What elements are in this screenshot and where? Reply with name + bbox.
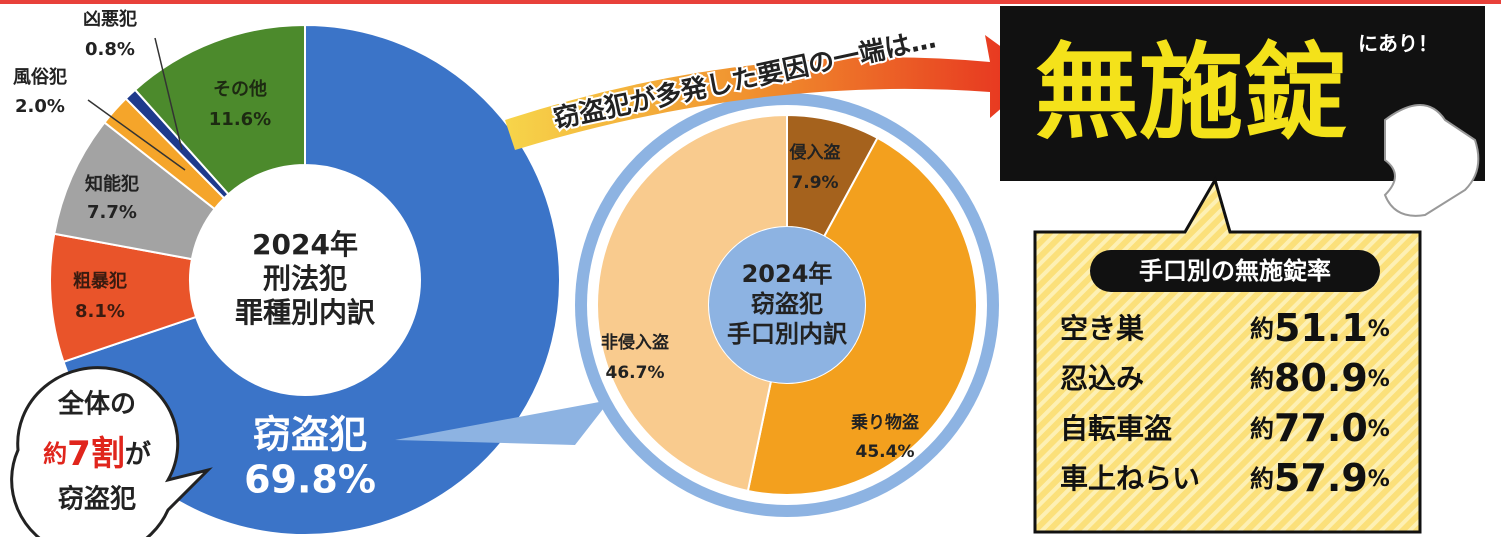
row-unit: % (1368, 317, 1390, 342)
row-value: 約51.1% (1250, 306, 1390, 350)
row-number: 77.0 (1274, 406, 1368, 450)
callout-emphasis: 7割 (67, 434, 125, 474)
category-label: 粗暴犯 (73, 270, 127, 292)
center-label: 窃盗犯 (751, 290, 823, 318)
row-value: 約57.9% (1250, 456, 1390, 500)
panel-rows: 空き巣 約51.1%忍込み 約80.9%自転車盗 約77.0%車上ねらい 約57.9% (1060, 306, 1390, 500)
callout-suffix: が (125, 439, 151, 470)
callout-line3: 窃盗犯 (58, 484, 136, 515)
row-value: 約77.0% (1250, 406, 1390, 450)
headline-tail: にあり！ (1358, 32, 1438, 56)
category-label: 窃盗犯 (253, 413, 367, 457)
callout-line1: 全体の (57, 389, 136, 420)
headline-main: 無施錠 (1035, 31, 1347, 153)
value-label: 2.0% (15, 96, 65, 117)
category-label: その他 (213, 78, 267, 100)
category-label: 凶悪犯 (83, 8, 137, 30)
center-hole (190, 165, 420, 395)
value-label: 7.7% (87, 202, 137, 223)
center-label: 罪種別内訳 (235, 296, 376, 329)
row-prefix: 約 (1250, 365, 1274, 393)
row-value: 約80.9% (1250, 356, 1390, 400)
category-label: 知能犯 (85, 173, 139, 195)
arrow (505, 35, 1040, 150)
hand-icon (1383, 104, 1480, 217)
panel-title: 手口別の無施錠率 (1139, 257, 1331, 285)
row-prefix: 約 (1250, 415, 1274, 443)
row-label: 忍込み (1060, 362, 1144, 395)
category-label: 乗り物盗 (850, 412, 919, 433)
row-label: 自転車盗 (1060, 412, 1172, 445)
row-label: 空き巣 (1060, 312, 1145, 345)
row-prefix: 約 (1250, 465, 1274, 493)
category-label: 非侵入盗 (601, 332, 669, 353)
row-unit: % (1368, 367, 1390, 392)
row-prefix: 約 (1250, 315, 1274, 343)
center-label: 2024年 (742, 260, 833, 288)
callout-bubble (10, 366, 213, 537)
row-number: 57.9 (1274, 456, 1368, 500)
value-label: 8.1% (75, 301, 125, 322)
pie-1: 2024年刑法犯罪種別内訳窃盗犯69.8%粗暴犯8.1%知能犯7.7%風俗犯2.… (13, 8, 561, 536)
value-label: 11.6% (209, 109, 271, 130)
row-unit: % (1368, 417, 1390, 442)
leader (154, 37, 183, 151)
bubble-pointer (395, 400, 610, 445)
category-label: 風俗犯 (13, 66, 67, 88)
center-hole (709, 227, 865, 383)
value-label: 0.8% (85, 39, 135, 60)
top-band (0, 0, 1501, 4)
value-label: 69.8% (244, 458, 376, 502)
value-label: 7.9% (791, 173, 838, 193)
center-label: 刑法犯 (263, 262, 347, 295)
row-number: 80.9 (1274, 356, 1368, 400)
panel-title-pill (1090, 250, 1380, 292)
row-label: 車上ねらい (1060, 462, 1200, 495)
row-unit: % (1368, 467, 1390, 492)
center-label: 手口別内訳 (727, 320, 848, 348)
value-label: 46.7% (606, 363, 665, 383)
leader (87, 99, 186, 171)
category-label: 侵入盗 (789, 142, 841, 163)
center-label: 2024年 (252, 228, 358, 261)
callout-line2: 約7割が (43, 434, 151, 474)
callout-prefix: 約 (43, 440, 67, 468)
value-label: 45.4% (856, 442, 915, 462)
row-number: 51.1 (1274, 306, 1368, 350)
